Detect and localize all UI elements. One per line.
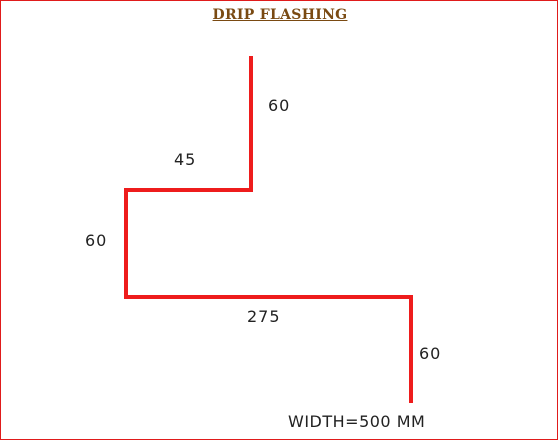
drawing-title: DRIP FLASHING [212,7,348,23]
dimension-lower-horizontal: 275 [247,307,281,326]
dimension-bottom-vertical: 60 [419,344,442,363]
dimension-upper-horizontal: 45 [174,150,197,169]
dimension-top-vertical: 60 [268,96,291,115]
total-width-label: WIDTH=500 MM [288,412,426,431]
dimension-middle-vertical: 60 [85,231,108,250]
